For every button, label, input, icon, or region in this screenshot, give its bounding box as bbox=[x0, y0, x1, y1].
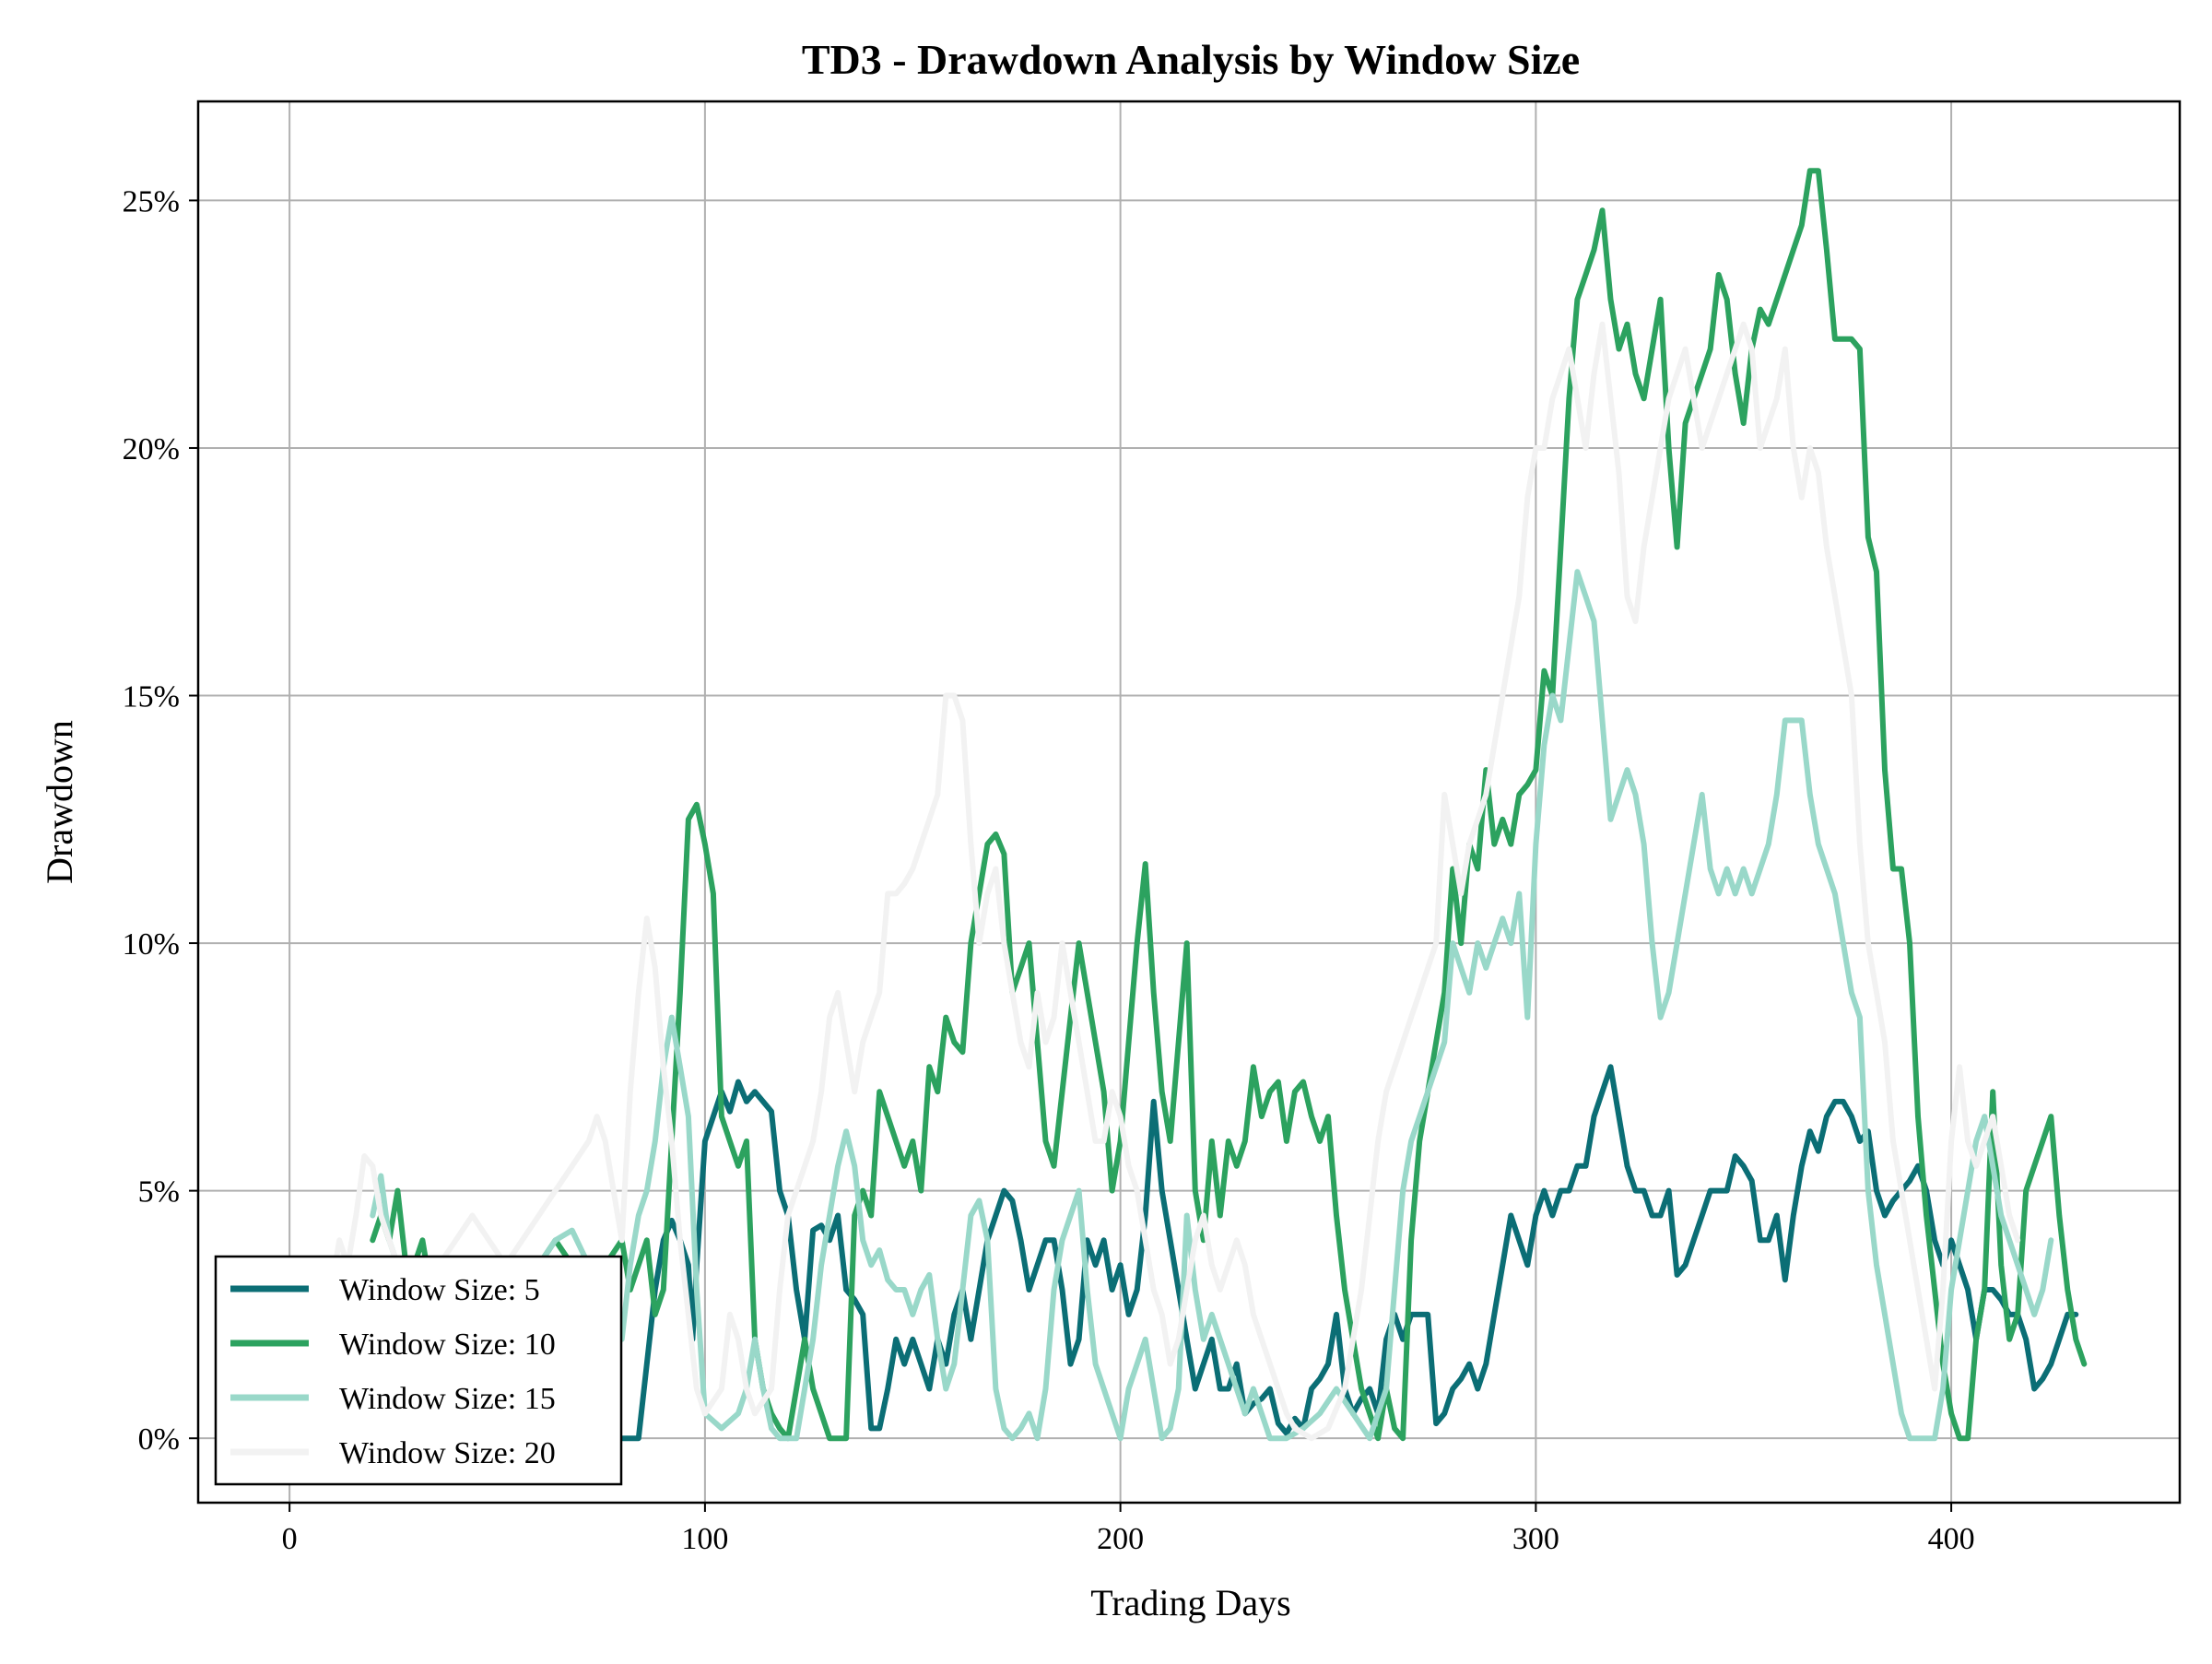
y-tick-label: 0% bbox=[138, 1422, 180, 1457]
x-tick-label: 100 bbox=[681, 1522, 728, 1556]
chart-title: TD3 - Drawdown Analysis by Window Size bbox=[802, 36, 1580, 83]
x-tick-label: 300 bbox=[1512, 1522, 1559, 1556]
y-tick-label: 5% bbox=[138, 1175, 180, 1210]
y-tick-label: 20% bbox=[123, 432, 180, 466]
y-tick-label: 10% bbox=[123, 927, 180, 962]
y-axis-ticks: 0% 5% 10% 15% 20% 25% bbox=[123, 184, 198, 1457]
legend-label: Window Size: 5 bbox=[339, 1273, 540, 1307]
legend: Window Size: 5 Window Size: 10 Window Size… bbox=[214, 1255, 623, 1486]
series-line-window-4 bbox=[328, 321, 2021, 1442]
y-tick-label: 15% bbox=[123, 680, 180, 714]
grid-lines bbox=[198, 101, 2180, 1503]
y-tick-label: 25% bbox=[123, 184, 180, 218]
plot-frame bbox=[196, 100, 2182, 1505]
series-line-window-1 bbox=[618, 1064, 2079, 1442]
legend-label: Window Size: 15 bbox=[339, 1382, 556, 1416]
x-axis-label: Trading Days bbox=[1090, 1582, 1290, 1623]
series-lines bbox=[328, 168, 2088, 1442]
x-tick-label: 200 bbox=[1097, 1522, 1144, 1556]
y-axis-label: Drawdown bbox=[39, 720, 80, 884]
series-line-window-3 bbox=[370, 569, 2054, 1442]
x-axis-ticks: 0 100 200 300 400 bbox=[282, 1503, 1975, 1556]
series-line-window-2 bbox=[370, 168, 2088, 1442]
legend-label: Window Size: 10 bbox=[339, 1328, 556, 1362]
legend-label: Window Size: 20 bbox=[339, 1436, 556, 1470]
legend-box bbox=[214, 1255, 623, 1486]
x-tick-label: 400 bbox=[1928, 1522, 1975, 1556]
x-tick-label: 0 bbox=[282, 1522, 298, 1556]
